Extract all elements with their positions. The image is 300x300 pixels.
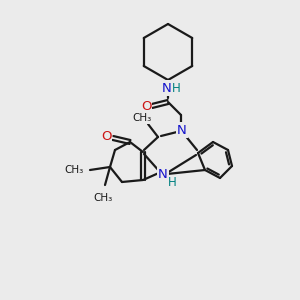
Text: N: N (158, 169, 168, 182)
Text: H: H (168, 176, 176, 190)
Text: N: N (177, 124, 187, 136)
Text: O: O (141, 100, 151, 112)
Text: O: O (101, 130, 111, 143)
Text: N: N (162, 82, 172, 94)
Text: CH₃: CH₃ (132, 113, 152, 123)
Text: CH₃: CH₃ (64, 165, 84, 175)
Text: H: H (172, 82, 180, 95)
Text: CH₃: CH₃ (93, 193, 112, 203)
